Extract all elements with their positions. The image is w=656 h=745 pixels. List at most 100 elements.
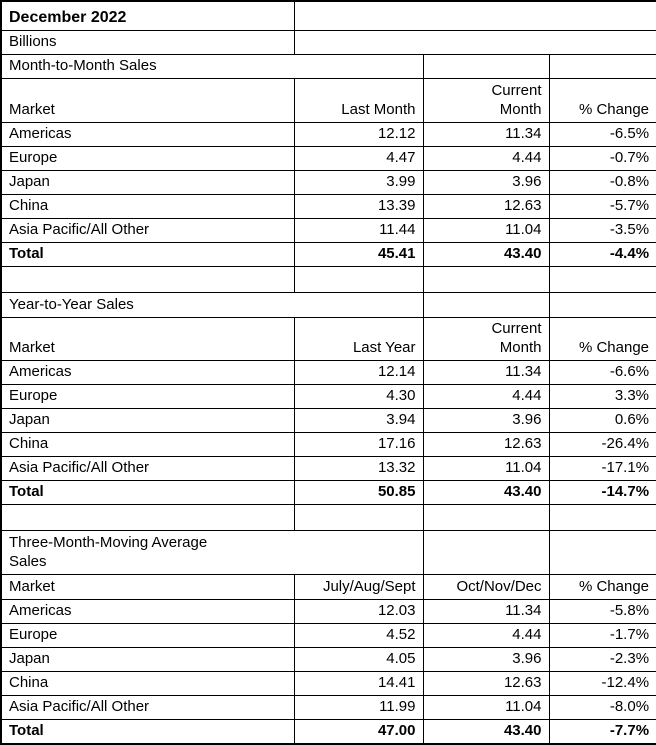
total-row: Total 50.85 43.40 -14.7% bbox=[0, 480, 656, 505]
market-cell: Europe bbox=[0, 146, 295, 171]
pct-change-cell: -3.5% bbox=[548, 218, 656, 243]
value2-cell: 11.34 bbox=[422, 599, 550, 624]
total-pct-change-cell: -14.7% bbox=[548, 480, 656, 505]
value2-cell: 12.63 bbox=[422, 671, 550, 696]
market-cell: Americas bbox=[0, 122, 295, 147]
spacer-row bbox=[0, 266, 656, 293]
pct-change-cell: -0.7% bbox=[548, 146, 656, 171]
table-row: China 17.16 12.63 -26.4% bbox=[0, 432, 656, 457]
value1-cell: 4.05 bbox=[293, 647, 424, 672]
total-pct-change-cell: -7.7% bbox=[548, 719, 656, 745]
market-column-header: Market bbox=[0, 574, 295, 600]
value1-cell: 4.52 bbox=[293, 623, 424, 648]
pct-change-header: % Change bbox=[548, 574, 656, 600]
pct-change-cell: 0.6% bbox=[548, 408, 656, 433]
table-row: Asia Pacific/All Other 11.99 11.04 -8.0% bbox=[0, 695, 656, 720]
col2-header: Current Month bbox=[422, 317, 550, 361]
market-cell: China bbox=[0, 432, 295, 457]
empty-cell bbox=[0, 266, 295, 293]
value2-cell: 3.96 bbox=[422, 647, 550, 672]
value1-cell: 12.12 bbox=[293, 122, 424, 147]
total-label-cell: Total bbox=[0, 242, 295, 267]
total-label-cell: Total bbox=[0, 719, 295, 745]
header-row: Market July/Aug/Sept Oct/Nov/Dec % Chang… bbox=[0, 574, 656, 600]
empty-cell bbox=[548, 54, 656, 79]
section-title-row: Three-Month-Moving Average Sales bbox=[0, 530, 656, 575]
value2-cell: 11.34 bbox=[422, 360, 550, 385]
table-row: China 13.39 12.63 -5.7% bbox=[0, 194, 656, 219]
total-row: Total 47.00 43.40 -7.7% bbox=[0, 719, 656, 745]
value1-cell: 11.44 bbox=[293, 218, 424, 243]
market-cell: Japan bbox=[0, 647, 295, 672]
value1-cell: 17.16 bbox=[293, 432, 424, 457]
header-row: Market Last Year Current Month % Change bbox=[0, 317, 656, 361]
empty-cell bbox=[548, 292, 656, 318]
empty-cell bbox=[422, 530, 550, 575]
value2-cell: 3.96 bbox=[422, 408, 550, 433]
value2-cell: 11.04 bbox=[422, 218, 550, 243]
empty-cell bbox=[422, 292, 550, 318]
market-cell: Americas bbox=[0, 360, 295, 385]
empty-cell bbox=[422, 266, 550, 293]
value1-cell: 14.41 bbox=[293, 671, 424, 696]
pct-change-cell: -0.8% bbox=[548, 170, 656, 195]
value1-cell: 12.03 bbox=[293, 599, 424, 624]
table-row: Europe 4.52 4.44 -1.7% bbox=[0, 623, 656, 648]
report-title-row: December 2022 bbox=[0, 0, 656, 31]
section-title-row: Month-to-Month Sales bbox=[0, 54, 656, 79]
pct-change-cell: -2.3% bbox=[548, 647, 656, 672]
market-cell: Asia Pacific/All Other bbox=[0, 218, 295, 243]
col1-header: Last Year bbox=[293, 317, 424, 361]
value1-cell: 4.30 bbox=[293, 384, 424, 409]
table-row: Japan 4.05 3.96 -2.3% bbox=[0, 647, 656, 672]
market-cell: Japan bbox=[0, 408, 295, 433]
value1-cell: 13.39 bbox=[293, 194, 424, 219]
table-row: Europe 4.47 4.44 -0.7% bbox=[0, 146, 656, 171]
value1-cell: 3.99 bbox=[293, 170, 424, 195]
total-value2-cell: 43.40 bbox=[422, 719, 550, 745]
value1-cell: 11.99 bbox=[293, 695, 424, 720]
pct-change-cell: -6.6% bbox=[548, 360, 656, 385]
pct-change-cell: -5.7% bbox=[548, 194, 656, 219]
spacer-row bbox=[0, 504, 656, 531]
empty-cell bbox=[422, 504, 550, 531]
pct-change-cell: -12.4% bbox=[548, 671, 656, 696]
value2-cell: 12.63 bbox=[422, 194, 550, 219]
pct-change-cell: -1.7% bbox=[548, 623, 656, 648]
pct-change-cell: -26.4% bbox=[548, 432, 656, 457]
table-row: Japan 3.99 3.96 -0.8% bbox=[0, 170, 656, 195]
section-title-row: Year-to-Year Sales bbox=[0, 292, 656, 318]
table-row: Europe 4.30 4.44 3.3% bbox=[0, 384, 656, 409]
market-cell: China bbox=[0, 671, 295, 696]
value1-cell: 13.32 bbox=[293, 456, 424, 481]
market-cell: Asia Pacific/All Other bbox=[0, 695, 295, 720]
value2-cell: 4.44 bbox=[422, 623, 550, 648]
market-cell: Japan bbox=[0, 170, 295, 195]
pct-change-cell: -5.8% bbox=[548, 599, 656, 624]
pct-change-cell: -8.0% bbox=[548, 695, 656, 720]
table-row: Americas 12.14 11.34 -6.6% bbox=[0, 360, 656, 385]
market-cell: Europe bbox=[0, 384, 295, 409]
empty-cell bbox=[293, 266, 424, 293]
table-row: Asia Pacific/All Other 11.44 11.04 -3.5% bbox=[0, 218, 656, 243]
market-cell: Europe bbox=[0, 623, 295, 648]
value1-cell: 4.47 bbox=[293, 146, 424, 171]
market-cell: China bbox=[0, 194, 295, 219]
table-row: Americas 12.12 11.34 -6.5% bbox=[0, 122, 656, 147]
empty-cell bbox=[422, 54, 550, 79]
empty-cell bbox=[548, 504, 656, 531]
pct-change-header: % Change bbox=[548, 317, 656, 361]
market-column-header: Market bbox=[0, 317, 295, 361]
units-spacer-cell bbox=[293, 30, 656, 55]
empty-cell bbox=[548, 530, 656, 575]
table-row: Japan 3.94 3.96 0.6% bbox=[0, 408, 656, 433]
empty-cell bbox=[0, 504, 295, 531]
value2-cell: 11.34 bbox=[422, 122, 550, 147]
pct-change-cell: -6.5% bbox=[548, 122, 656, 147]
pct-change-cell: -17.1% bbox=[548, 456, 656, 481]
total-value1-cell: 47.00 bbox=[293, 719, 424, 745]
header-row: Market Last Month Current Month % Change bbox=[0, 78, 656, 123]
value1-cell: 12.14 bbox=[293, 360, 424, 385]
total-value1-cell: 50.85 bbox=[293, 480, 424, 505]
section-title: Month-to-Month Sales bbox=[0, 54, 424, 79]
